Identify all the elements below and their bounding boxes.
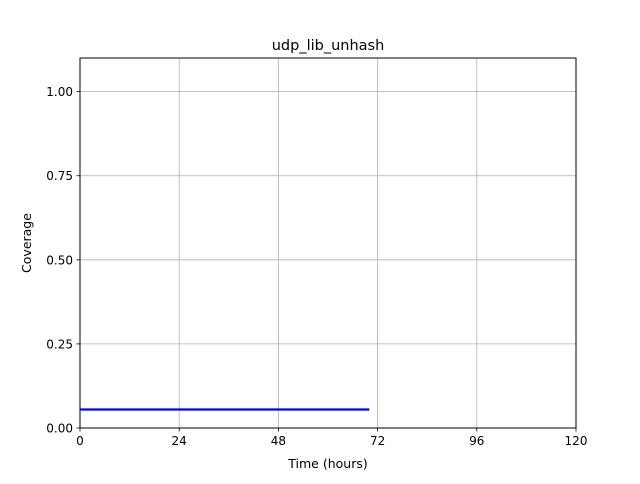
x-axis-ticks: 0 24 48 72 96 120 bbox=[76, 428, 587, 448]
plot-frame bbox=[79, 57, 577, 429]
y-tick-label: 0.50 bbox=[46, 253, 73, 267]
y-axis-label: Coverage bbox=[19, 213, 34, 273]
x-axis-label: Time (hours) bbox=[287, 456, 367, 471]
y-tick-label: 0.75 bbox=[46, 169, 73, 183]
chart-title: udp_lib_unhash bbox=[272, 38, 385, 54]
x-tick-label: 96 bbox=[469, 434, 484, 448]
y-tick-label: 0.00 bbox=[46, 422, 73, 436]
y-tick-label: 1.00 bbox=[46, 85, 73, 99]
y-tick-label: 0.25 bbox=[46, 337, 73, 351]
y-axis-ticks: 0.00 0.25 0.50 0.75 1.00 bbox=[46, 85, 80, 436]
x-tick-label: 120 bbox=[565, 434, 588, 448]
x-tick-label: 0 bbox=[76, 434, 84, 448]
x-tick-label: 72 bbox=[370, 434, 385, 448]
x-tick-label: 48 bbox=[271, 434, 286, 448]
x-tick-label: 24 bbox=[172, 434, 187, 448]
